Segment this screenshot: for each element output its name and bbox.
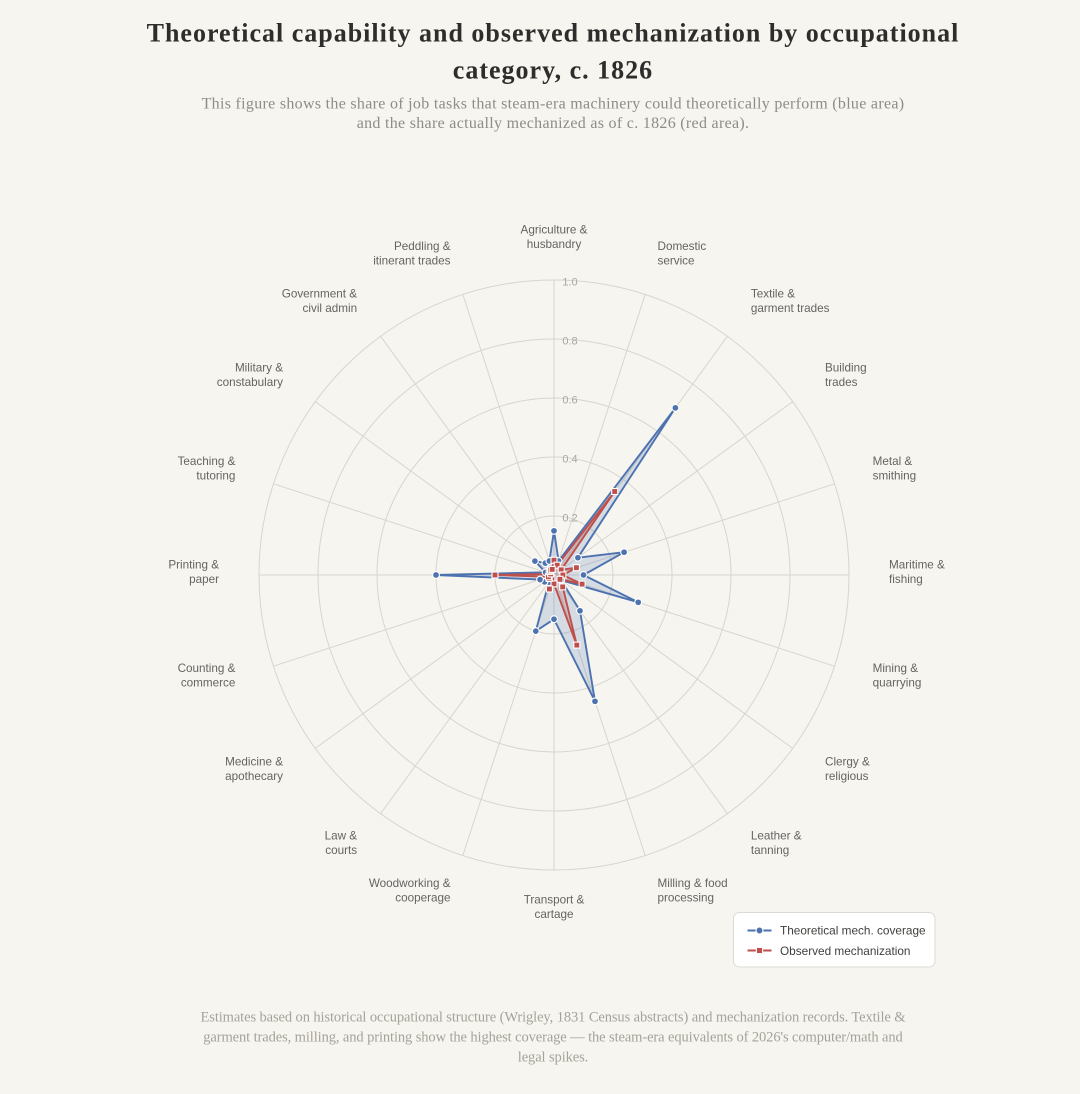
svg-text:tanning: tanning bbox=[751, 844, 789, 857]
svg-text:quarrying: quarrying bbox=[873, 677, 922, 690]
svg-text:apothecary: apothecary bbox=[225, 770, 283, 783]
svg-text:Peddling &: Peddling & bbox=[394, 240, 451, 253]
svg-text:0.6: 0.6 bbox=[562, 394, 577, 406]
svg-text:Government &: Government & bbox=[282, 287, 358, 300]
svg-text:legal spikes.: legal spikes. bbox=[518, 1049, 588, 1065]
svg-text:Maritime &: Maritime & bbox=[889, 558, 945, 571]
svg-text:Medicine &: Medicine & bbox=[225, 755, 283, 768]
svg-text:Teaching &: Teaching & bbox=[178, 455, 236, 468]
svg-text:Domestic: Domestic bbox=[658, 240, 707, 253]
svg-text:1.0: 1.0 bbox=[562, 276, 577, 288]
svg-text:0.4: 0.4 bbox=[562, 453, 577, 465]
svg-text:fishing: fishing bbox=[889, 573, 923, 586]
svg-text:Metal &: Metal & bbox=[873, 455, 913, 468]
svg-text:Theoretical capability and obs: Theoretical capability and observed mech… bbox=[147, 18, 960, 47]
svg-text:husbandry: husbandry bbox=[527, 238, 582, 251]
svg-text:Building: Building bbox=[825, 362, 867, 375]
svg-text:Woodworking &: Woodworking & bbox=[369, 877, 451, 890]
svg-text:civil admin: civil admin bbox=[303, 302, 358, 315]
svg-text:paper: paper bbox=[189, 573, 219, 586]
svg-text:Printing &: Printing & bbox=[168, 558, 219, 571]
svg-text:smithing: smithing bbox=[873, 470, 917, 483]
svg-text:Agriculture &: Agriculture & bbox=[521, 223, 588, 236]
svg-text:Counting &: Counting & bbox=[178, 662, 236, 675]
svg-text:Military &: Military & bbox=[235, 362, 283, 375]
svg-text:category, c. 1826: category, c. 1826 bbox=[453, 56, 653, 85]
svg-text:This figure shows the share of: This figure shows the share of job tasks… bbox=[202, 96, 905, 113]
svg-text:0.8: 0.8 bbox=[562, 335, 577, 347]
svg-text:tutoring: tutoring bbox=[196, 470, 235, 483]
svg-text:Theoretical mech. coverage: Theoretical mech. coverage bbox=[780, 924, 926, 938]
svg-text:commerce: commerce bbox=[181, 677, 236, 690]
svg-text:Mining &: Mining & bbox=[873, 662, 919, 675]
svg-text:processing: processing bbox=[658, 892, 715, 905]
svg-text:courts: courts bbox=[325, 844, 357, 857]
svg-text:Clergy &: Clergy & bbox=[825, 755, 870, 768]
svg-text:Law &: Law & bbox=[325, 829, 358, 842]
svg-text:cooperage: cooperage bbox=[395, 892, 450, 905]
svg-text:Leather &: Leather & bbox=[751, 829, 802, 842]
svg-text:itinerant trades: itinerant trades bbox=[373, 254, 450, 267]
svg-text:and the share actually mechani: and the share actually mechanized as of … bbox=[357, 115, 750, 132]
svg-text:constabulary: constabulary bbox=[217, 376, 283, 389]
svg-text:garment trades: garment trades bbox=[751, 302, 830, 315]
svg-text:Textile &: Textile & bbox=[751, 287, 795, 300]
svg-text:service: service bbox=[658, 254, 695, 267]
svg-text:trades: trades bbox=[825, 376, 858, 389]
svg-text:cartage: cartage bbox=[535, 908, 574, 921]
svg-text:Milling & food: Milling & food bbox=[658, 877, 728, 890]
svg-text:garment trades, milling, and p: garment trades, milling, and printing sh… bbox=[203, 1029, 903, 1045]
svg-text:religious: religious bbox=[825, 770, 869, 783]
svg-text:Estimates based on historical: Estimates based on historical occupation… bbox=[201, 1010, 907, 1026]
svg-text:Transport &: Transport & bbox=[524, 893, 585, 906]
svg-text:0.2: 0.2 bbox=[562, 512, 577, 524]
svg-text:Observed mechanization: Observed mechanization bbox=[780, 944, 911, 958]
